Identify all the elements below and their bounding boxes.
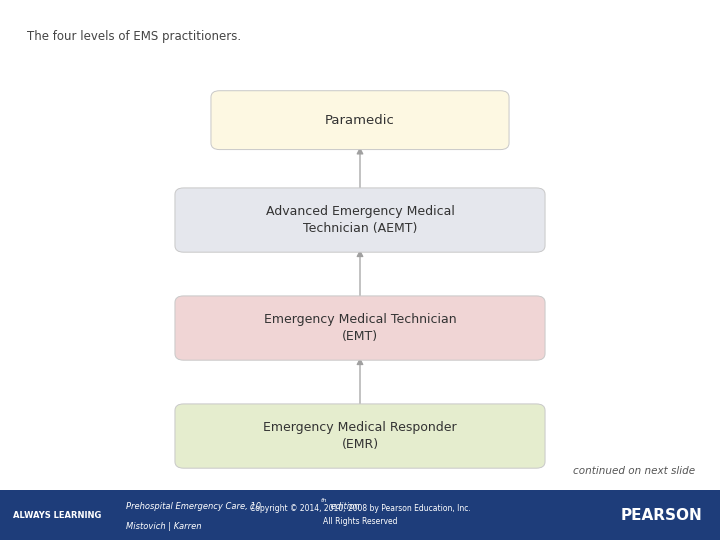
Text: PEARSON: PEARSON xyxy=(620,508,702,523)
Text: Prehospital Emergency Care, 10: Prehospital Emergency Care, 10 xyxy=(126,502,261,511)
Text: Paramedic: Paramedic xyxy=(325,113,395,127)
Text: Copyright © 2014, 2010, 2008 by Pearson Education, Inc.
All Rights Reserved: Copyright © 2014, 2010, 2008 by Pearson … xyxy=(250,504,470,526)
Text: ALWAYS LEARNING: ALWAYS LEARNING xyxy=(13,511,102,519)
Text: continued on next slide: continued on next slide xyxy=(572,466,695,476)
Text: Mistovich | Karren: Mistovich | Karren xyxy=(126,522,202,531)
Text: Emergency Medical Technician
(EMT): Emergency Medical Technician (EMT) xyxy=(264,313,456,343)
FancyBboxPatch shape xyxy=(211,91,509,150)
Text: th: th xyxy=(320,498,327,503)
FancyBboxPatch shape xyxy=(175,296,545,360)
Text: The four levels of EMS practitioners.: The four levels of EMS practitioners. xyxy=(27,30,241,43)
Text: Emergency Medical Responder
(EMR): Emergency Medical Responder (EMR) xyxy=(264,421,456,451)
FancyBboxPatch shape xyxy=(175,188,545,252)
Text: edition: edition xyxy=(328,502,359,511)
Text: Advanced Emergency Medical
Technician (AEMT): Advanced Emergency Medical Technician (A… xyxy=(266,205,454,235)
FancyBboxPatch shape xyxy=(175,404,545,468)
